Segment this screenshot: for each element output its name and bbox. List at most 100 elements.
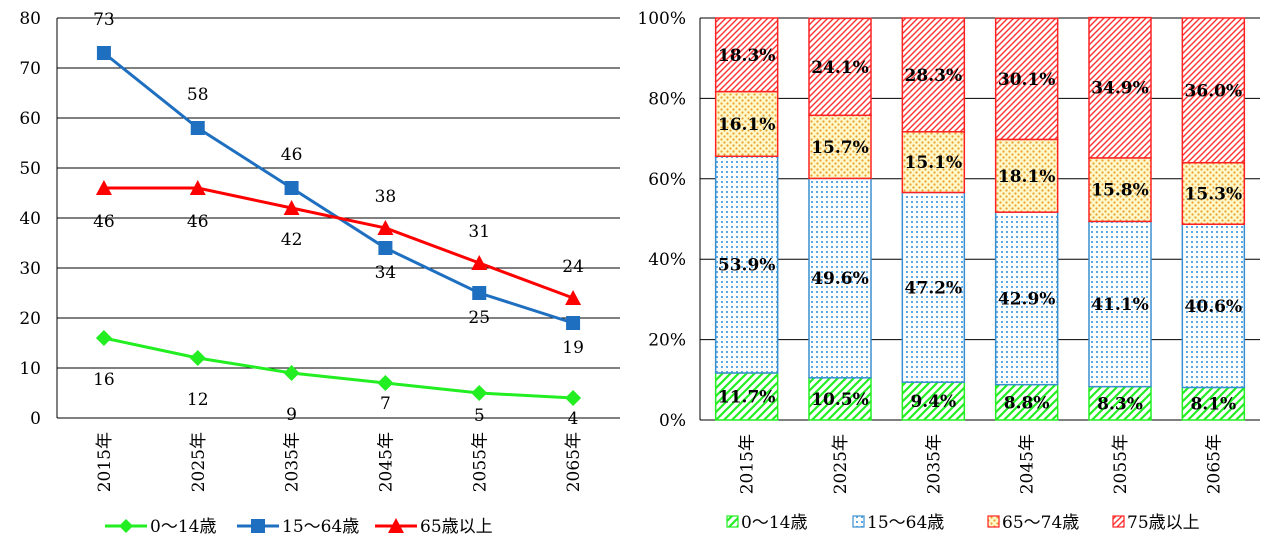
data-point-15-64	[472, 286, 487, 300]
legend-label-bar-15-64: 15～64歳	[867, 513, 944, 533]
y-tick-label: 60%	[648, 170, 686, 190]
x-tick-label: 2065年	[1204, 434, 1224, 494]
data-label-0-14: 16	[93, 370, 115, 390]
data-label-15-64: 34	[375, 263, 397, 283]
y-tick-label: 70	[19, 59, 41, 79]
series-line-0-14	[103, 336, 574, 400]
data-point-0-14	[283, 365, 300, 381]
bar-chart-x-axis: 2015年 2025年 2035年 2045年 2055年 2065年	[738, 434, 1225, 494]
y-tick-label: 40	[19, 209, 41, 229]
x-tick-label: 2025年	[189, 432, 209, 492]
legend-item-bar-0-14[interactable]: 0～14歳	[726, 513, 807, 533]
data-label-15-64: 73	[93, 10, 115, 30]
data-label-15-64: 19	[562, 338, 584, 358]
bar-chart-bars	[714, 16, 1246, 421]
line-chart-y-axis: 0 10 20 30 40 50 60 70 80	[19, 9, 41, 429]
y-tick-label: 0%	[659, 411, 686, 431]
legend-item-65-plus[interactable]: 65歳以上	[375, 517, 493, 537]
bar-segment-75	[1088, 16, 1152, 159]
line-chart-legend: 0～14歳 15～64歳 65歳以上	[105, 517, 493, 537]
legend-item-bar-15-64[interactable]: 15～64歳	[852, 513, 944, 533]
bar-label-75: 36.0%	[1185, 81, 1243, 101]
x-tick-label: 2045年	[1018, 434, 1038, 494]
bar-label-0-14: 10.5%	[811, 390, 869, 410]
data-label-65: 42	[281, 230, 303, 250]
bar-label-75: 18.3%	[718, 46, 776, 66]
data-point-15-64	[284, 181, 299, 195]
data-label-65: 46	[93, 212, 115, 232]
x-tick-label: 2055年	[470, 432, 490, 492]
data-label-0-14: 5	[474, 406, 485, 426]
data-point-65	[95, 180, 112, 195]
bar-segment-75	[714, 17, 779, 93]
y-tick-label: 100%	[637, 9, 686, 29]
bar-chart-y-axis: 0% 20% 40% 60% 80% 100%	[637, 9, 686, 431]
bar-label-65-74: 16.1%	[718, 115, 776, 135]
line-chart-x-axis: 2015年 2025年 2035年 2045年 2055年 2065年	[95, 432, 584, 492]
data-point-65	[189, 180, 206, 195]
x-tick-label: 2025年	[831, 434, 851, 494]
yellow-dot-swatch-icon	[987, 515, 1000, 528]
legend-label-65-plus: 65歳以上	[420, 517, 493, 537]
data-label-0-14: 7	[380, 394, 391, 414]
red-hatch-swatch-icon	[1112, 515, 1125, 528]
legend-item-bar-75-plus[interactable]: 75歳以上	[1112, 513, 1200, 533]
bar-label-0-14: 8.8%	[1004, 393, 1050, 413]
green-hatch-swatch-icon	[726, 515, 739, 528]
y-tick-label: 50	[19, 159, 41, 179]
bar-segment-75	[808, 17, 872, 117]
bar-label-65-74: 15.3%	[1185, 184, 1243, 204]
legend-item-15-64[interactable]: 15～64歳	[237, 517, 359, 537]
bar-label-75: 34.9%	[1091, 79, 1149, 99]
bar-label-15-64: 47.2%	[905, 278, 963, 298]
data-label-65: 38	[375, 187, 397, 207]
x-tick-label: 2015年	[738, 434, 758, 494]
data-point-0-14	[471, 385, 488, 401]
bar-label-15-64: 42.9%	[998, 289, 1056, 309]
data-point-65	[565, 290, 582, 305]
y-tick-label: 20	[19, 309, 41, 329]
bar-chart-gridlines	[699, 17, 1260, 421]
bar-label-65-74: 15.1%	[905, 153, 963, 173]
data-point-0-14	[377, 375, 394, 391]
data-label-65: 46	[187, 212, 209, 232]
bar-chart-legend: 0～14歳 15～64歳 65～74歳 75歳以上	[726, 513, 1200, 533]
bar-label-15-64: 53.9%	[718, 256, 776, 276]
data-point-15-64	[378, 241, 393, 255]
bar-segment-65-74	[1088, 157, 1152, 223]
square-marker-icon	[251, 519, 265, 533]
x-tick-label: 2045年	[376, 432, 396, 492]
y-tick-label: 80	[19, 9, 41, 29]
data-point-0-14	[189, 350, 206, 366]
data-point-65	[377, 220, 394, 235]
bar-segment-75	[901, 17, 966, 133]
bar-label-65-74: 15.7%	[811, 138, 869, 158]
bar-label-0-14: 9.4%	[910, 392, 956, 412]
y-tick-label: 10	[19, 359, 41, 379]
bar-chart-data-labels: 11.7% 53.9% 16.1% 18.3% 10.5% 49.6% 15.7% 24.1%…	[718, 46, 1242, 415]
data-point-0-14	[565, 390, 582, 406]
bar-label-15-64: 41.1%	[1091, 295, 1149, 315]
bar-label-0-14: 8.1%	[1190, 395, 1236, 415]
legend-label-15-64: 15～64歳	[282, 517, 359, 537]
bar-label-0-14: 11.7%	[718, 387, 776, 407]
data-label-15-64: 46	[281, 145, 303, 165]
x-tick-label: 2035年	[283, 432, 303, 492]
y-tick-label: 0	[30, 409, 41, 429]
legend-label-0-14: 0～14歳	[150, 517, 216, 537]
x-tick-label: 2035年	[924, 434, 944, 494]
bar-label-15-64: 40.6%	[1185, 297, 1243, 317]
data-label-15-64: 58	[187, 85, 209, 105]
series-line-65	[103, 186, 574, 300]
blue-dot-swatch-icon	[852, 515, 865, 528]
data-label-0-14: 9	[286, 405, 297, 425]
x-tick-label: 2065年	[564, 432, 584, 492]
legend-item-bar-65-74[interactable]: 65～74歳	[987, 513, 1079, 533]
bar-segment-0-14	[1181, 386, 1246, 421]
bar-label-15-64: 49.6%	[811, 269, 869, 289]
y-tick-label: 80%	[648, 89, 686, 109]
bar-segment-75	[994, 17, 1059, 141]
legend-item-0-14[interactable]: 0～14歳	[105, 517, 216, 537]
bar-segment-15-64	[994, 211, 1059, 386]
